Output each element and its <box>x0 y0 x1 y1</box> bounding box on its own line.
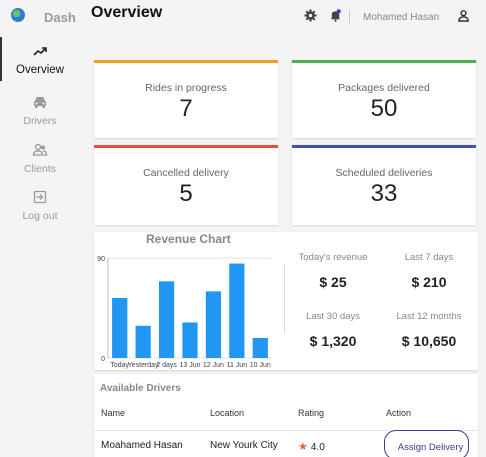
chart-bar <box>182 322 198 358</box>
active-indicator <box>0 37 2 81</box>
sidebar-item-overview[interactable]: Overview <box>0 44 80 88</box>
globe-icon <box>11 8 25 22</box>
stat-value: 33 <box>370 180 398 207</box>
driver-rating: ★ 4.0 <box>298 440 325 453</box>
summary-value-month: $ 1,320 <box>309 333 357 349</box>
driver-location: New Yourk City <box>210 440 278 451</box>
summary-value-today: $ 25 <box>319 274 347 290</box>
sidebar: Dash Overview Drivers Clients <box>0 0 80 457</box>
stat-label: Cancelled delivery <box>143 167 229 179</box>
column-header-name: Name <box>101 408 126 418</box>
brand-name: Dash <box>44 10 76 25</box>
chart-title: Revenue Chart <box>146 232 231 246</box>
x-tick-label: 13 Jun <box>179 362 200 369</box>
stat-label: Scheduled deliveries <box>335 167 433 179</box>
y-tick-label: 0 <box>101 356 105 363</box>
chart-bar <box>112 298 128 358</box>
sidebar-item-label: Clients <box>23 163 57 175</box>
chart-bar <box>135 325 151 358</box>
trending-up-icon <box>33 47 47 56</box>
chart-bar <box>229 263 245 358</box>
sidebar-item-label: Drivers <box>23 115 57 127</box>
row-divider <box>94 430 478 431</box>
rating-value: 4.0 <box>310 442 325 453</box>
user-name[interactable]: Mohamed Hasan <box>363 12 440 23</box>
card-accent <box>94 145 278 148</box>
column-header-rating: Rating <box>298 408 325 418</box>
bell-icon[interactable] <box>329 9 342 22</box>
stat-card-scheduled: Scheduled deliveries 33 <box>292 145 476 225</box>
toolbar-divider <box>349 10 350 24</box>
chart-bar <box>158 281 175 358</box>
chart-bar <box>252 338 268 358</box>
stat-value: 5 <box>179 180 193 207</box>
people-icon <box>32 143 48 156</box>
star-icon: ★ <box>298 441 308 453</box>
driver-name: Moahamed Hasan <box>101 440 183 451</box>
stat-label: Rides in progress <box>145 82 227 94</box>
summary-label-month: Last 30 days <box>306 311 360 322</box>
stat-value: 50 <box>370 95 398 122</box>
sidebar-item-logout[interactable]: Log out <box>0 190 80 234</box>
x-tick-label: 12 Jun <box>203 362 224 369</box>
stat-value: 7 <box>179 95 193 122</box>
gear-icon[interactable] <box>304 9 317 22</box>
drivers-card: Available Drivers Name Location Rating A… <box>94 374 478 457</box>
summary-label-week: Last 7 days <box>404 252 454 263</box>
x-tick-label: 11 Jun <box>227 362 248 369</box>
summary-value-year: $ 10,650 <box>401 333 457 349</box>
revenue-card: Revenue Chart 0 90 Today Yesterday 2 days 13 … <box>94 232 478 370</box>
logout-icon <box>33 190 47 204</box>
stat-card-cancelled: Cancelled delivery 5 <box>94 145 278 225</box>
summary-label-year: Last 12 months <box>396 311 462 322</box>
summary-label-today: Today's revenue <box>298 252 368 263</box>
drivers-title: Available Drivers <box>100 383 181 394</box>
column-header-action: Action <box>386 408 412 418</box>
sidebar-item-clients[interactable]: Clients <box>0 143 80 187</box>
column-header-location: Location <box>210 408 245 418</box>
x-tick-label: 10 Jun <box>250 362 271 369</box>
brand[interactable]: Dash <box>0 0 80 36</box>
stat-label: Packages delivered <box>338 82 430 94</box>
card-accent <box>94 60 278 63</box>
chart-divider <box>284 264 285 334</box>
stat-card-packages: Packages delivered 50 <box>292 60 476 138</box>
assign-delivery-button[interactable]: Assign Delivery <box>384 430 469 457</box>
person-icon[interactable] <box>457 9 470 22</box>
y-tick-label: 90 <box>97 256 105 263</box>
top-bar: Overview Mohamed Hasan <box>80 0 486 30</box>
x-tick-label: 2 days <box>156 362 177 369</box>
card-accent <box>292 60 476 63</box>
sidebar-item-label: Log out <box>22 210 58 222</box>
card-accent <box>292 145 476 148</box>
sidebar-item-label: Overview <box>16 64 64 76</box>
summary-value-week: $ 210 <box>411 274 447 290</box>
stat-card-rides: Rides in progress 7 <box>94 60 278 138</box>
x-tick-label: Today <box>110 362 129 369</box>
page-title: Overview <box>91 4 163 21</box>
sidebar-item-drivers[interactable]: Drivers <box>0 95 80 139</box>
x-tick-label: Yesterday <box>128 362 159 369</box>
chart-bar <box>205 291 222 358</box>
car-icon <box>34 97 46 108</box>
